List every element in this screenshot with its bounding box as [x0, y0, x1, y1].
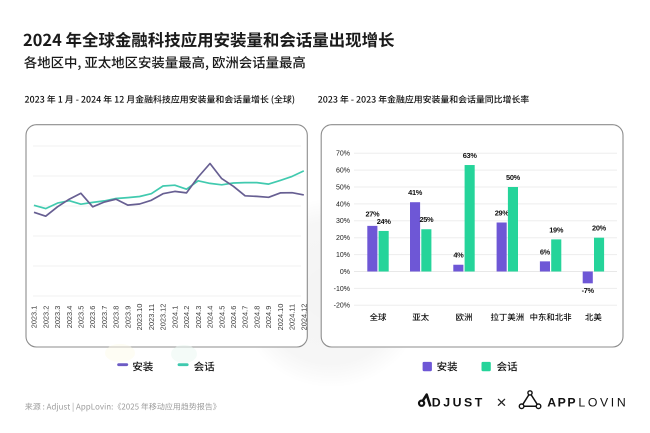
svg-text:24%: 24% — [377, 217, 392, 226]
svg-text:2024.8: 2024.8 — [253, 306, 262, 329]
svg-text:2023.5: 2023.5 — [77, 306, 86, 329]
svg-text:0%: 0% — [340, 269, 350, 276]
svg-text:27%: 27% — [365, 209, 380, 218]
svg-text:2024.6: 2024.6 — [229, 306, 238, 329]
svg-text:2024.5: 2024.5 — [217, 306, 226, 329]
svg-text:41%: 41% — [408, 188, 423, 197]
svg-text:2023.11: 2023.11 — [147, 304, 156, 330]
svg-text:25%: 25% — [419, 215, 434, 224]
svg-text:70%: 70% — [336, 151, 350, 158]
svg-text:10%: 10% — [336, 252, 350, 259]
svg-text:2023.4: 2023.4 — [65, 306, 74, 329]
svg-text:2024.10: 2024.10 — [276, 304, 285, 331]
svg-text:2023.2: 2023.2 — [41, 306, 50, 329]
svg-text:29%: 29% — [495, 209, 510, 218]
svg-text:20%: 20% — [592, 224, 607, 233]
svg-text:40%: 40% — [336, 201, 350, 208]
svg-text:2023.6: 2023.6 — [88, 306, 97, 329]
svg-text:2023.10: 2023.10 — [135, 304, 144, 331]
svg-text:30%: 30% — [336, 218, 350, 225]
svg-text:-10%: -10% — [334, 286, 350, 293]
svg-text:2023.12: 2023.12 — [159, 304, 168, 331]
svg-text:2024.11: 2024.11 — [288, 304, 297, 330]
svg-text:2024.2: 2024.2 — [182, 306, 191, 329]
svg-text:20%: 20% — [336, 235, 350, 242]
svg-text:2024.4: 2024.4 — [206, 306, 215, 329]
svg-text:2024.1: 2024.1 — [170, 306, 179, 329]
svg-text:DJUST: DJUST — [432, 395, 485, 409]
svg-text:2023.7: 2023.7 — [100, 306, 109, 329]
svg-text:LOVIN: LOVIN — [578, 395, 628, 409]
svg-text:50%: 50% — [506, 173, 521, 182]
svg-text:60%: 60% — [336, 168, 350, 175]
svg-text:2024.12: 2024.12 — [299, 304, 308, 331]
svg-text:6%: 6% — [540, 247, 551, 256]
svg-text:2024.3: 2024.3 — [194, 306, 203, 329]
svg-text:2023.3: 2023.3 — [53, 306, 62, 329]
svg-text:2023.8: 2023.8 — [112, 306, 121, 329]
svg-text:63%: 63% — [463, 151, 478, 160]
svg-text:50%: 50% — [336, 184, 350, 191]
svg-text:2023.1: 2023.1 — [30, 306, 39, 329]
svg-text:2024.9: 2024.9 — [264, 306, 273, 329]
svg-text:4%: 4% — [453, 251, 464, 260]
svg-text:2023.9: 2023.9 — [123, 306, 132, 329]
svg-text:19%: 19% — [549, 225, 564, 234]
svg-text:2024.7: 2024.7 — [241, 306, 250, 329]
svg-text:APP: APP — [547, 395, 577, 409]
svg-text:-7%: -7% — [582, 286, 595, 295]
svg-text:-20%: -20% — [334, 303, 350, 310]
